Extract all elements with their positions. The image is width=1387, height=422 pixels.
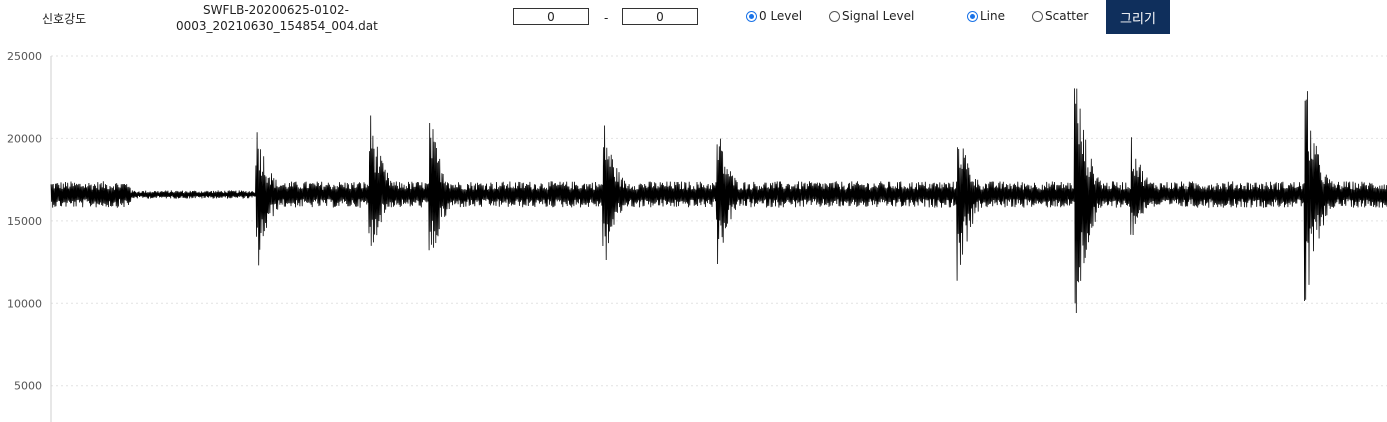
- toolbar: 신호강도 SWFLB-20200625-0102-0003_20210630_1…: [0, 0, 1387, 40]
- range-separator: -: [604, 11, 609, 25]
- scatter-label: Scatter: [1045, 9, 1089, 23]
- signal-line: [50, 88, 1387, 314]
- signal-level-radio[interactable]: [829, 10, 840, 22]
- y-axis-ticks: 25000 20000 15000 10000 5000: [7, 50, 42, 393]
- file-name: SWFLB-20200625-0102-0003_20210630_154854…: [176, 3, 378, 33]
- y-tick-label: 25000: [7, 50, 42, 63]
- line-label: Line: [980, 9, 1006, 23]
- draw-button[interactable]: 그리기: [1106, 0, 1170, 34]
- signal-chart: 25000 20000 15000 10000 5000: [7, 50, 1387, 422]
- y-tick-label: 20000: [7, 132, 42, 145]
- zero-level-option[interactable]: 0 Level: [746, 9, 802, 23]
- zero-level-radio[interactable]: [746, 10, 757, 22]
- y-tick-label: 10000: [7, 297, 42, 310]
- range-end-input[interactable]: [622, 8, 698, 25]
- line-option[interactable]: Line: [967, 9, 1005, 23]
- scatter-option[interactable]: Scatter: [1032, 9, 1088, 23]
- page-title: 신호강도: [42, 12, 87, 26]
- range-start-input[interactable]: [513, 8, 589, 25]
- line-radio[interactable]: [967, 10, 978, 22]
- y-tick-label: 15000: [7, 215, 42, 228]
- signal-level-label: Signal Level: [842, 9, 915, 23]
- y-tick-label: 5000: [14, 380, 42, 393]
- scatter-radio[interactable]: [1032, 10, 1043, 22]
- signal-level-option[interactable]: Signal Level: [829, 9, 914, 23]
- zero-level-label: 0 Level: [759, 9, 803, 23]
